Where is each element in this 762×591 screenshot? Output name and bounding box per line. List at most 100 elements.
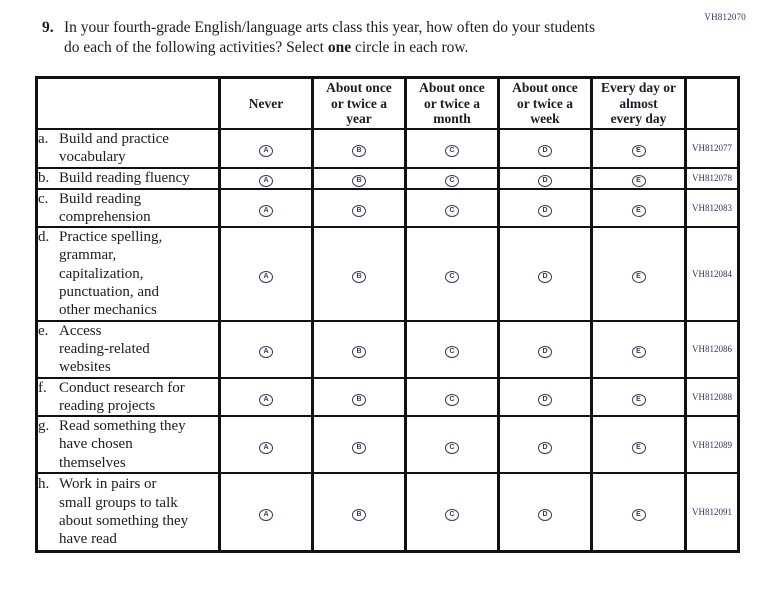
row-letter-marker: a. <box>38 131 49 147</box>
table-header: Never About once or twice a year About o… <box>35 76 740 130</box>
option-cell-never: A <box>218 319 314 379</box>
option-cell-once-twice-week: D <box>497 226 593 322</box>
column-header-every-day: Every day or almost every day <box>590 76 687 130</box>
option-circle-a[interactable]: A <box>259 145 273 158</box>
option-circle-a[interactable]: A <box>259 204 273 217</box>
option-circle-b[interactable]: B <box>352 393 366 406</box>
option-cell-once-twice-month: C <box>404 415 500 475</box>
option-cell-once-twice-month: C <box>404 472 500 553</box>
option-cell-once-twice-year: B <box>311 376 407 418</box>
option-circle-d[interactable]: D <box>538 175 552 188</box>
option-cell-never: A <box>218 128 314 169</box>
option-cell-once-twice-month: C <box>404 187 500 229</box>
option-cell-once-twice-year: B <box>311 415 407 475</box>
option-circle-d[interactable]: D <box>538 270 552 283</box>
option-circle-c[interactable]: C <box>445 145 459 158</box>
option-cell-once-twice-week: D <box>497 319 593 379</box>
option-circle-b[interactable]: B <box>352 145 366 158</box>
activity-label-cell: c. Build reading comprehension <box>35 187 221 229</box>
question-text-part1: In your fourth-grade English/language ar… <box>64 19 595 56</box>
option-circle-a[interactable]: A <box>259 270 273 283</box>
option-circle-e[interactable]: E <box>631 175 646 188</box>
activity-label-cell: d. Practice spelling, grammar, capitaliz… <box>35 226 221 322</box>
option-cell-never: A <box>218 415 314 475</box>
option-cell-once-twice-year: B <box>311 187 407 229</box>
option-circle-b[interactable]: B <box>352 204 366 217</box>
option-circle-d[interactable]: D <box>538 145 552 158</box>
option-circle-c[interactable]: C <box>445 346 459 359</box>
question-block: 9. In your fourth-grade English/language… <box>42 18 692 58</box>
option-circle-a[interactable]: A <box>259 508 273 521</box>
option-circle-d[interactable]: D <box>538 393 552 406</box>
option-circle-e[interactable]: E <box>631 204 646 217</box>
option-circle-a[interactable]: A <box>259 441 273 454</box>
option-circle-e[interactable]: E <box>631 508 646 521</box>
column-header-once-twice-month: About once or twice a month <box>404 76 500 130</box>
row-letter-marker: g. <box>38 418 50 435</box>
option-circle-b[interactable]: B <box>352 508 366 521</box>
option-circle-d[interactable]: D <box>538 346 552 359</box>
activity-label: Build reading fluency <box>59 169 190 186</box>
row-item-code: VH812089 <box>684 415 740 475</box>
row-item-code: VH812088 <box>684 376 740 418</box>
row-item-code: VH812086 <box>684 319 740 379</box>
option-circle-d[interactable]: D <box>538 204 552 217</box>
option-cell-never: A <box>218 226 314 322</box>
option-cell-never: A <box>218 376 314 418</box>
activity-label: Conduct research for reading projects <box>59 379 185 414</box>
row-item-code: VH812084 <box>684 226 740 322</box>
option-circle-c[interactable]: C <box>445 508 459 521</box>
option-circle-d[interactable]: D <box>538 508 552 521</box>
activities-frequency-table: Never About once or twice a year About o… <box>35 76 740 553</box>
table-row: a. Build and practice vocabulary A B C D… <box>35 128 740 169</box>
question-bold-word: one <box>327 38 352 56</box>
option-circle-b[interactable]: B <box>352 175 366 188</box>
table-row: d. Practice spelling, grammar, capitaliz… <box>35 226 740 322</box>
option-cell-every-day: E <box>590 472 687 553</box>
option-circle-c[interactable]: C <box>445 175 459 188</box>
row-item-code: VH812083 <box>684 187 740 229</box>
column-header-once-twice-year: About once or twice a year <box>311 76 407 130</box>
activity-label: Read something they have chosen themselv… <box>59 418 186 471</box>
option-circle-b[interactable]: B <box>352 270 366 283</box>
table-row: c. Build reading comprehension A B C D E… <box>35 187 740 229</box>
row-letter-marker: h. <box>38 476 50 493</box>
question-text-part2: circle in each row. <box>351 38 469 56</box>
option-circle-b[interactable]: B <box>352 346 366 359</box>
option-cell-once-twice-year: B <box>311 128 407 169</box>
option-circle-a[interactable]: A <box>259 393 273 406</box>
option-circle-e[interactable]: E <box>631 441 646 454</box>
option-cell-every-day: E <box>590 166 687 190</box>
option-circle-c[interactable]: C <box>445 441 459 454</box>
option-circle-c[interactable]: C <box>445 393 459 406</box>
option-circle-a[interactable]: A <box>259 346 273 359</box>
option-cell-once-twice-month: C <box>404 128 500 169</box>
option-cell-once-twice-month: C <box>404 166 500 190</box>
option-circle-e[interactable]: E <box>631 270 646 283</box>
option-circle-e[interactable]: E <box>631 145 646 158</box>
activity-label-cell: a. Build and practice vocabulary <box>35 128 221 169</box>
option-cell-once-twice-month: C <box>404 226 500 322</box>
option-circle-a[interactable]: A <box>259 175 273 188</box>
row-letter-marker: c. <box>38 190 49 207</box>
option-circle-b[interactable]: B <box>352 441 366 454</box>
option-circle-c[interactable]: C <box>445 270 459 283</box>
question-text: In your fourth-grade English/language ar… <box>64 18 595 58</box>
option-circle-c[interactable]: C <box>445 204 459 217</box>
option-cell-never: A <box>218 166 314 190</box>
table-row: g. Read something they have chosen thems… <box>35 415 740 475</box>
column-header-never: Never <box>218 76 314 130</box>
activity-label-cell: g. Read something they have chosen thems… <box>35 415 221 475</box>
activity-label-cell: b. Build reading fluency <box>35 166 221 190</box>
table-row: b. Build reading fluency A B C D E VH812… <box>35 166 740 190</box>
option-circle-e[interactable]: E <box>631 346 646 359</box>
option-cell-never: A <box>218 187 314 229</box>
table-row: f. Conduct research for reading projects… <box>35 376 740 418</box>
option-circle-d[interactable]: D <box>538 441 552 454</box>
option-cell-every-day: E <box>590 376 687 418</box>
row-item-code: VH812078 <box>684 166 740 190</box>
option-cell-once-twice-year: B <box>311 226 407 322</box>
option-cell-once-twice-year: B <box>311 166 407 190</box>
option-circle-e[interactable]: E <box>631 393 646 406</box>
activity-label: Practice spelling, grammar, capitalizati… <box>59 229 163 319</box>
